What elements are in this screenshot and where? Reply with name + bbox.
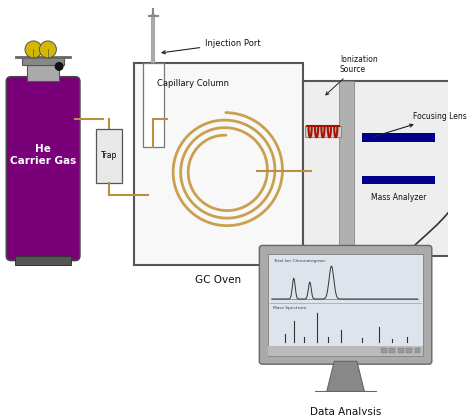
Bar xyxy=(315,391,376,401)
Text: Focusing Lens: Focusing Lens xyxy=(374,112,467,137)
FancyBboxPatch shape xyxy=(259,245,432,364)
Text: Mass Analyzer: Mass Analyzer xyxy=(371,193,426,202)
Text: Mass Spectrometer: Mass Spectrometer xyxy=(330,266,431,276)
Text: GC Oven: GC Oven xyxy=(195,275,241,285)
Circle shape xyxy=(457,149,474,168)
Text: Total Ion Chromatogram: Total Ion Chromatogram xyxy=(273,259,325,263)
Text: Mass Spectrum: Mass Spectrum xyxy=(273,305,306,310)
Bar xyxy=(362,176,435,184)
Bar xyxy=(268,346,423,356)
Bar xyxy=(406,348,412,353)
Circle shape xyxy=(39,41,56,58)
Bar xyxy=(303,81,459,256)
Text: Injection Port: Injection Port xyxy=(162,39,261,54)
Text: Data Analysis: Data Analysis xyxy=(310,407,381,415)
Bar xyxy=(390,348,395,353)
Bar xyxy=(362,133,435,142)
Bar xyxy=(96,129,122,183)
Text: Ionization
Source: Ionization Source xyxy=(326,55,378,95)
Bar xyxy=(15,256,72,265)
Text: Detector: Detector xyxy=(0,414,1,415)
Bar xyxy=(381,348,387,353)
Bar xyxy=(339,81,354,256)
Bar xyxy=(134,63,303,265)
Text: Trap: Trap xyxy=(101,151,117,161)
Bar xyxy=(398,348,403,353)
Bar xyxy=(268,254,423,356)
Bar xyxy=(415,348,420,353)
Polygon shape xyxy=(327,361,365,391)
Text: He
Carrier Gas: He Carrier Gas xyxy=(10,144,76,166)
Circle shape xyxy=(55,63,63,70)
Circle shape xyxy=(25,41,42,58)
Bar xyxy=(143,63,164,147)
Bar xyxy=(305,126,341,137)
FancyBboxPatch shape xyxy=(6,77,80,261)
Text: Capillary Column: Capillary Column xyxy=(157,79,229,88)
Bar xyxy=(22,57,64,64)
Bar xyxy=(27,64,59,81)
